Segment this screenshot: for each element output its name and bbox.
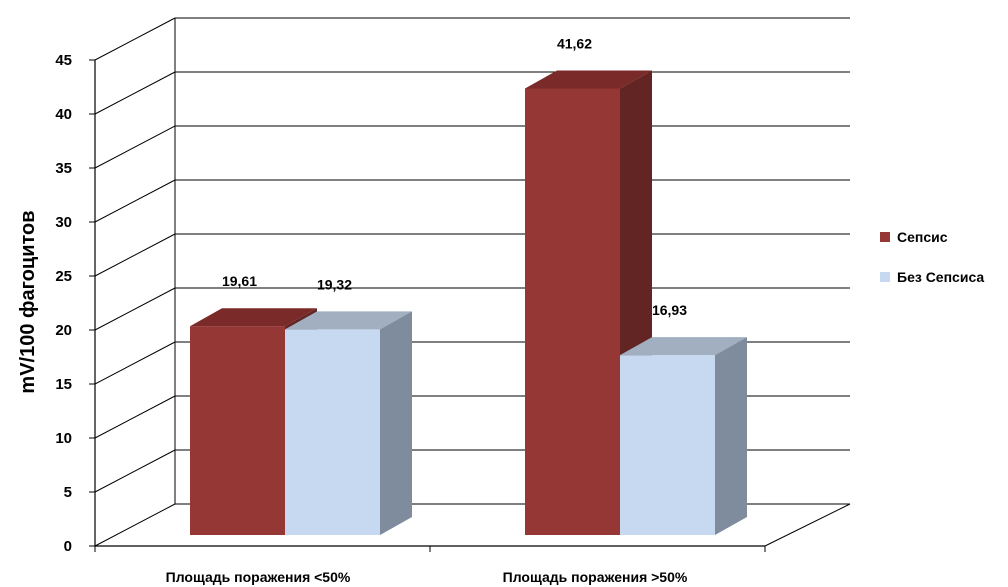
y-tick-label: 5 xyxy=(64,484,72,501)
bar-sepsis[interactable] xyxy=(190,326,285,535)
bar-top-face xyxy=(525,70,652,89)
data-label: 19,61 xyxy=(222,273,257,289)
y-tick-label: 0 xyxy=(64,538,72,555)
y-tick-label: 30 xyxy=(55,214,72,231)
legend-swatch xyxy=(880,272,890,282)
grid-depth-line xyxy=(94,179,176,223)
bar-no-sepsis[interactable] xyxy=(285,329,380,535)
grid-depth-line xyxy=(94,287,176,331)
y-tick-label: 25 xyxy=(55,268,72,285)
grid-depth-line xyxy=(94,71,176,115)
y-axis-label: mV/100 фагоцитов xyxy=(17,210,39,393)
x-category-label: Площадь поражения <50% xyxy=(166,569,351,585)
legend-label: Сепсис xyxy=(897,229,948,245)
grid-depth-line xyxy=(94,449,176,493)
data-label: 16,93 xyxy=(652,302,687,318)
grid-depth-line xyxy=(94,125,176,169)
y-tick-label: 45 xyxy=(55,52,72,69)
y-tick-label: 15 xyxy=(55,376,72,393)
bar-side-face xyxy=(380,311,412,535)
y-tick-label: 20 xyxy=(55,322,72,339)
bar-sepsis[interactable] xyxy=(525,88,620,535)
legend-label: Без Сепсиса xyxy=(897,269,984,285)
grid-depth-line xyxy=(94,341,176,385)
data-label: 41,62 xyxy=(557,36,592,52)
y-tick-label: 10 xyxy=(55,430,72,447)
data-label: 19,32 xyxy=(317,276,352,292)
grid-depth-line xyxy=(94,503,176,547)
grid-depth-line xyxy=(94,17,176,61)
bar-side-face xyxy=(715,337,747,535)
floor-right-edge xyxy=(764,503,851,547)
bar-no-sepsis[interactable] xyxy=(620,355,715,535)
x-category-label: Площадь поражения >50% xyxy=(503,569,688,585)
y-tick-label: 35 xyxy=(55,160,72,177)
legend-swatch xyxy=(880,232,890,242)
grid-depth-line xyxy=(94,395,176,439)
bar-top-face xyxy=(620,337,747,356)
bar-top-face xyxy=(190,308,317,327)
bar-top-face xyxy=(285,311,412,330)
grid-depth-line xyxy=(94,233,176,277)
y-tick-label: 40 xyxy=(55,106,72,123)
